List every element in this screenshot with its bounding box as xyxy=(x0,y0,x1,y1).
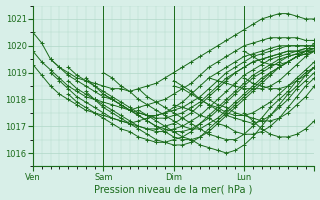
X-axis label: Pression niveau de la mer( hPa ): Pression niveau de la mer( hPa ) xyxy=(94,184,253,194)
